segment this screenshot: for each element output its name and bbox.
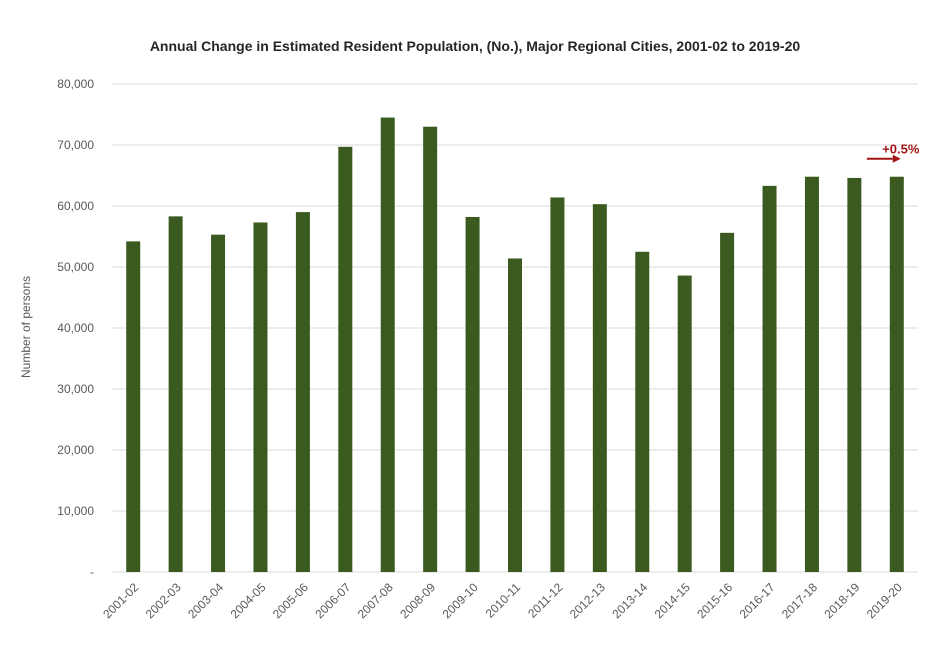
y-tick-label: 60,000 bbox=[57, 199, 94, 213]
annotation-label: +0.5% bbox=[882, 142, 920, 157]
y-tick-label: 30,000 bbox=[57, 382, 94, 396]
y-tick-label: 20,000 bbox=[57, 443, 94, 457]
bar-2015-16 bbox=[720, 232, 735, 572]
x-tick-label: 2017-18 bbox=[779, 580, 820, 621]
bar-2019-20 bbox=[889, 176, 904, 572]
x-tick-label: 2008-09 bbox=[397, 580, 438, 621]
y-tick-label: 50,000 bbox=[57, 260, 94, 274]
x-tick-label: 2015-16 bbox=[694, 580, 735, 621]
annotation-arrow-head bbox=[892, 154, 901, 163]
bar-2011-12 bbox=[550, 197, 565, 572]
bar-2007-08 bbox=[380, 117, 395, 573]
x-tick-label: 2014-15 bbox=[652, 580, 693, 621]
bar-2009-10 bbox=[465, 216, 480, 573]
bar-2005-06 bbox=[295, 212, 310, 572]
bar-2010-11 bbox=[508, 258, 522, 572]
x-tick-label: 2011-12 bbox=[525, 580, 566, 621]
y-axis-ticks: - 10,000 20,000 30,000 40,000 50,000 60,000 70,… bbox=[57, 77, 94, 579]
x-tick-label: 2013-14 bbox=[609, 580, 650, 621]
x-tick-label: 2003-04 bbox=[185, 580, 226, 621]
bar-2003-04 bbox=[211, 234, 226, 573]
x-tick-label: 2004-05 bbox=[228, 580, 269, 621]
x-tick-label: 2006-07 bbox=[312, 580, 353, 621]
x-tick-label: 2007-08 bbox=[355, 580, 396, 621]
x-tick-label: 2018-19 bbox=[821, 580, 862, 621]
y-tick-label: 10,000 bbox=[57, 504, 94, 518]
bar-2013-14 bbox=[635, 251, 650, 572]
x-tick-label: 2002-03 bbox=[143, 580, 184, 621]
bar-2017-18 bbox=[804, 176, 819, 572]
x-tick-label: 2001-02 bbox=[100, 580, 141, 621]
y-axis-label: Number of persons bbox=[19, 276, 33, 378]
bar-2014-15 bbox=[677, 275, 692, 572]
y-tick-label: - bbox=[90, 565, 94, 579]
x-axis-ticks: 2001-02 2002-03 2003-04 2004-05 2005-06 2006-… bbox=[100, 580, 905, 621]
x-tick-label: 2019-20 bbox=[864, 580, 905, 621]
x-tick-label: 2010-11 bbox=[483, 580, 524, 621]
bar-2004-05 bbox=[253, 222, 268, 572]
x-tick-label: 2012-13 bbox=[567, 580, 608, 621]
x-tick-label: 2009-10 bbox=[440, 580, 481, 621]
x-tick-label: 2016-17 bbox=[737, 580, 778, 621]
y-tick-label: 80,000 bbox=[57, 77, 94, 91]
bar-2016-17 bbox=[762, 185, 777, 572]
bars bbox=[126, 117, 904, 573]
bar-2002-03 bbox=[168, 216, 183, 572]
y-tick-label: 70,000 bbox=[57, 138, 94, 152]
chart-title: Annual Change in Estimated Resident Popu… bbox=[149, 38, 801, 54]
x-tick-label: 2005-06 bbox=[270, 580, 311, 621]
bar-2001-02 bbox=[126, 241, 141, 572]
bar-2018-19 bbox=[847, 177, 862, 572]
bar-2006-07 bbox=[338, 146, 353, 572]
annotation: +0.5% bbox=[866, 142, 920, 163]
y-tick-label: 40,000 bbox=[57, 321, 94, 335]
bar-2012-13 bbox=[592, 204, 607, 573]
bar-2008-09 bbox=[423, 126, 438, 572]
